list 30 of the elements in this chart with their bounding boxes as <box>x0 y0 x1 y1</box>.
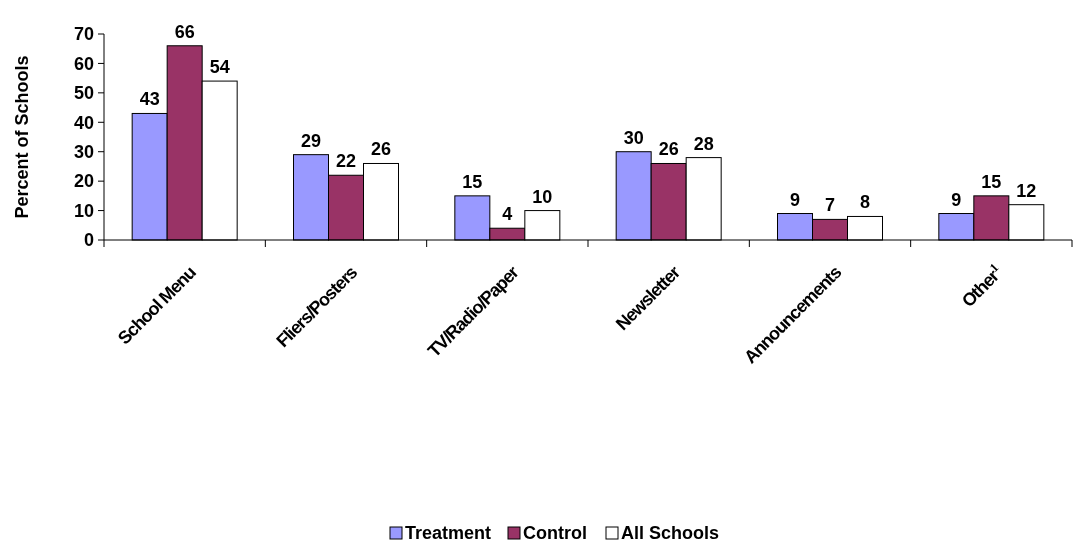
data-label: 9 <box>789 189 801 210</box>
data-label: 43 <box>139 89 160 110</box>
data-label: 15 <box>981 171 1002 192</box>
data-label: 10 <box>532 186 553 207</box>
data-label: 30 <box>623 127 644 148</box>
y-tick-label: 50 <box>73 83 94 104</box>
data-label: 22 <box>335 151 357 172</box>
data-label: 8 <box>859 192 871 213</box>
legend-label: Treatment <box>405 523 492 543</box>
data-label: 66 <box>174 21 195 42</box>
y-tick-label: 60 <box>73 53 94 74</box>
data-label: 26 <box>370 139 392 160</box>
data-label: 9 <box>951 189 962 210</box>
y-tick-label: 20 <box>73 171 94 192</box>
y-tick-label: 70 <box>73 24 94 45</box>
data-label: 7 <box>824 195 836 216</box>
data-label: 54 <box>209 57 230 78</box>
y-tick-label: 30 <box>73 142 94 163</box>
data-label: 12 <box>1016 180 1037 201</box>
y-tick-label: 40 <box>73 112 94 133</box>
data-label: 28 <box>693 133 714 154</box>
data-label: 29 <box>300 130 322 151</box>
y-tick-label: 0 <box>83 230 94 251</box>
legend-label: Control <box>523 523 587 543</box>
data-label: 15 <box>462 171 483 192</box>
data-label: 26 <box>658 139 679 160</box>
legend-label: All Schools <box>621 523 720 543</box>
y-axis-title: Percent of Schools <box>12 55 32 219</box>
y-tick-label: 10 <box>73 200 94 221</box>
data-label: 4 <box>502 204 513 225</box>
